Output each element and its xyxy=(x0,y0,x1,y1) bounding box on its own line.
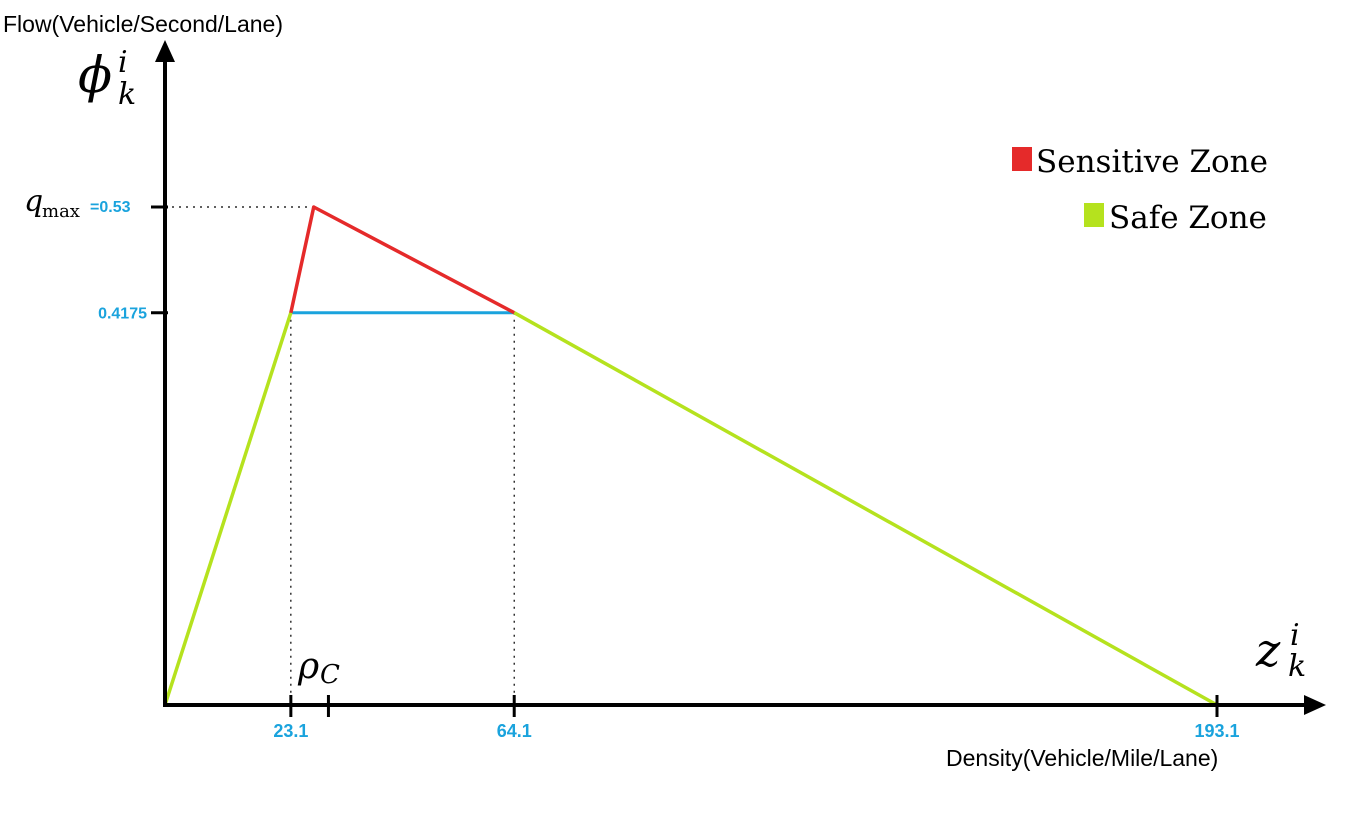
legend-label-sensitive: Sensitive Zone xyxy=(1036,144,1268,180)
x-symbol-sup: i xyxy=(1290,618,1300,653)
x-symbol: z xyxy=(1255,623,1281,677)
x-axis-label: Density(Vehicle/Mile/Lane) xyxy=(946,745,1218,771)
y-axis-label: Flow(Vehicle/Second/Lane) xyxy=(3,11,283,37)
rho-c-symbol: ρ xyxy=(297,646,319,687)
x-tick-label-0: 23.1 xyxy=(273,721,308,741)
legend-swatch-safe xyxy=(1084,203,1104,227)
guide-lines xyxy=(165,206,515,705)
x-tick-label-1: 64.1 xyxy=(497,721,532,741)
qmax-sub: max xyxy=(42,201,80,222)
qmax-value-label: =0.53 xyxy=(90,199,131,216)
x-axis-arrow xyxy=(1304,695,1326,715)
rho-c-sub: C xyxy=(320,660,340,690)
series-sensitive-zone-segment-0 xyxy=(289,205,516,315)
series-safe-zone-segment-0 xyxy=(163,312,293,706)
y-symbol-sub: k xyxy=(118,77,136,112)
legend-swatch-sensitive xyxy=(1012,147,1032,171)
series-group xyxy=(163,205,1218,707)
y-tick-label-1: 0.4175 xyxy=(98,306,147,323)
qmax-symbol: q xyxy=(24,184,43,219)
legend: Sensitive Zone Safe Zone xyxy=(1012,144,1268,236)
x-symbol-sub: k xyxy=(1288,649,1306,684)
y-axis-arrow xyxy=(155,40,175,62)
legend-label-safe: Safe Zone xyxy=(1109,200,1267,236)
tick-group: 0.4175 23.1 64.1 193.1 xyxy=(98,205,1240,741)
y-symbol-sup: i xyxy=(118,45,128,80)
y-symbol: ϕ xyxy=(78,46,112,104)
series-safe-zone-segment-1 xyxy=(513,311,1218,707)
x-tick-label-2: 193.1 xyxy=(1194,721,1239,741)
